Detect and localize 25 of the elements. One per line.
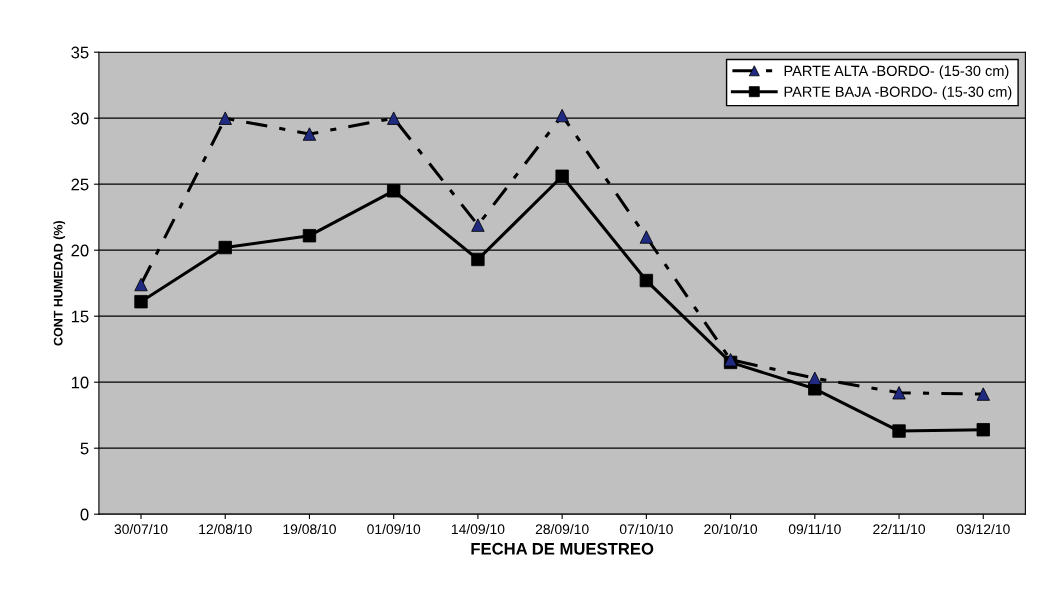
- x-tick-label: 22/11/10: [873, 523, 926, 535]
- x-tick-label: 20/10/10: [704, 523, 758, 535]
- x-tick-label: 03/12/10: [956, 523, 1010, 535]
- x-tick-label: 28/09/10: [535, 523, 589, 535]
- x-tick-label: 09/11/10: [788, 523, 841, 535]
- y-tick-label: 30: [71, 112, 89, 125]
- x-axis-title: FECHA DE MUESTREO: [471, 542, 654, 555]
- y-tick-label: 0: [80, 508, 89, 521]
- x-tick-label: 30/07/10: [114, 523, 168, 535]
- x-tick-label: 19/08/10: [283, 523, 336, 535]
- legend-label: PARTE ALTA -BORDO- (15-30 cm): [784, 65, 1009, 79]
- point: [976, 423, 990, 437]
- y-axis-title: CONT HUMEDAD (%): [53, 220, 66, 346]
- x-tick-label: 01/09/10: [367, 523, 421, 535]
- x-tick-label: 07/10/10: [619, 523, 673, 535]
- legend-label: PARTE BAJA -BORDO- (15-30 cm): [784, 86, 1012, 100]
- y-tick-label: 25: [71, 178, 89, 191]
- point: [639, 273, 654, 288]
- y-tick-label: 20: [71, 244, 89, 257]
- x-tick-label: 14/09/10: [451, 523, 505, 535]
- y-tick-label: 15: [71, 310, 89, 323]
- x-tick-label: 12/08/10: [199, 523, 252, 535]
- y-tick-label: 10: [71, 376, 89, 389]
- y-tick-label: 5: [80, 442, 89, 455]
- y-tick-label: 35: [71, 46, 89, 59]
